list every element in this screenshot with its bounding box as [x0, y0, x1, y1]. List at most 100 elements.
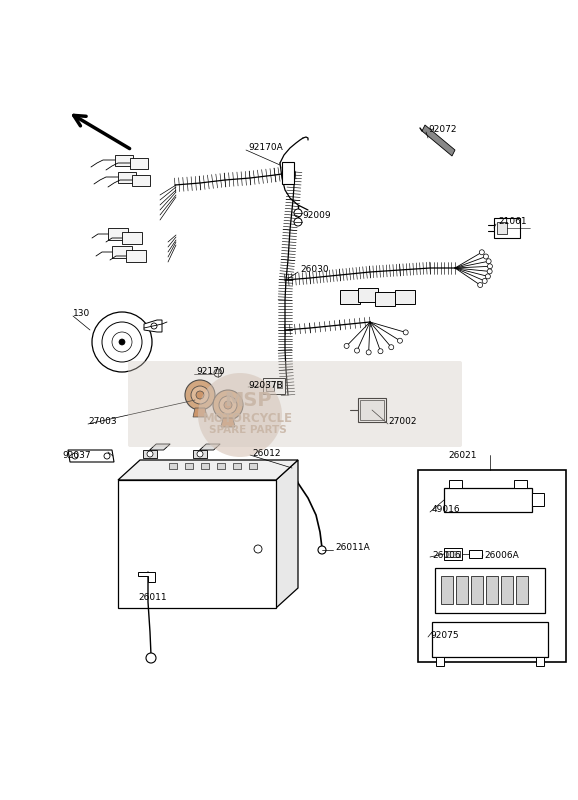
Polygon shape — [185, 463, 193, 469]
Circle shape — [487, 269, 492, 274]
Polygon shape — [221, 418, 235, 427]
Polygon shape — [263, 378, 285, 394]
Text: 92009: 92009 — [302, 210, 331, 219]
Polygon shape — [118, 172, 136, 183]
Polygon shape — [444, 548, 462, 560]
Text: 26012: 26012 — [252, 449, 280, 458]
Text: 92170: 92170 — [196, 367, 225, 377]
Polygon shape — [449, 480, 462, 488]
Circle shape — [197, 451, 203, 457]
Polygon shape — [422, 125, 455, 156]
Polygon shape — [532, 493, 544, 506]
Polygon shape — [444, 488, 532, 512]
Circle shape — [198, 373, 282, 457]
Polygon shape — [436, 657, 444, 666]
Polygon shape — [199, 444, 220, 450]
Polygon shape — [375, 292, 395, 306]
Circle shape — [366, 350, 371, 355]
Text: 27003: 27003 — [88, 418, 117, 426]
Text: MOTORCYCLE: MOTORCYCLE — [203, 411, 293, 425]
Polygon shape — [340, 290, 360, 304]
Polygon shape — [536, 657, 544, 666]
Text: 26006A: 26006A — [484, 550, 518, 559]
Polygon shape — [112, 246, 132, 258]
Polygon shape — [276, 460, 298, 608]
Polygon shape — [266, 381, 274, 391]
Circle shape — [92, 312, 152, 372]
Text: 21061: 21061 — [498, 218, 527, 226]
Polygon shape — [144, 320, 162, 332]
Polygon shape — [441, 576, 453, 604]
Polygon shape — [143, 450, 157, 458]
Polygon shape — [132, 175, 150, 186]
Circle shape — [119, 339, 125, 345]
Circle shape — [146, 653, 156, 663]
Polygon shape — [277, 381, 282, 388]
Text: 130: 130 — [73, 310, 90, 318]
Circle shape — [482, 278, 487, 283]
Polygon shape — [395, 290, 415, 304]
Polygon shape — [469, 550, 482, 558]
Text: 26011: 26011 — [138, 594, 166, 602]
Polygon shape — [282, 162, 294, 184]
Circle shape — [213, 390, 243, 420]
Polygon shape — [150, 444, 170, 450]
Circle shape — [294, 218, 302, 226]
Polygon shape — [138, 572, 155, 582]
Polygon shape — [122, 232, 142, 244]
Circle shape — [214, 369, 222, 377]
Text: 92037B: 92037B — [248, 381, 283, 390]
Polygon shape — [435, 568, 545, 613]
Polygon shape — [358, 288, 378, 302]
Polygon shape — [118, 460, 298, 480]
Circle shape — [389, 345, 394, 350]
Polygon shape — [201, 463, 209, 469]
Circle shape — [72, 453, 78, 459]
Circle shape — [151, 323, 157, 329]
Text: MSP: MSP — [224, 390, 272, 410]
Circle shape — [104, 453, 110, 459]
Circle shape — [486, 274, 490, 279]
Polygon shape — [471, 576, 483, 604]
Polygon shape — [118, 480, 276, 608]
Polygon shape — [446, 551, 460, 557]
Circle shape — [318, 546, 326, 554]
Circle shape — [185, 380, 215, 410]
Polygon shape — [130, 158, 148, 169]
Text: 26006: 26006 — [432, 550, 461, 559]
Polygon shape — [360, 400, 384, 420]
Polygon shape — [169, 463, 177, 469]
Text: 27002: 27002 — [388, 418, 417, 426]
Circle shape — [294, 209, 302, 217]
Circle shape — [254, 545, 262, 553]
Circle shape — [487, 264, 492, 269]
Circle shape — [479, 250, 484, 254]
Text: 92170A: 92170A — [248, 143, 283, 153]
Polygon shape — [217, 463, 225, 469]
Polygon shape — [126, 250, 146, 262]
Circle shape — [224, 401, 232, 409]
Text: 92072: 92072 — [428, 126, 457, 134]
Polygon shape — [494, 218, 520, 238]
Text: 49016: 49016 — [432, 506, 461, 514]
Circle shape — [147, 451, 153, 457]
Polygon shape — [68, 450, 114, 462]
Circle shape — [354, 348, 360, 353]
Polygon shape — [501, 576, 513, 604]
Polygon shape — [193, 450, 207, 458]
FancyBboxPatch shape — [128, 361, 462, 447]
Polygon shape — [432, 622, 548, 657]
Text: 26021: 26021 — [448, 450, 476, 459]
Polygon shape — [486, 576, 498, 604]
Text: 92037: 92037 — [62, 450, 91, 459]
Polygon shape — [193, 408, 207, 417]
Circle shape — [483, 254, 488, 259]
Text: 26011A: 26011A — [335, 543, 370, 553]
Polygon shape — [514, 480, 527, 488]
Circle shape — [344, 343, 349, 349]
Polygon shape — [418, 470, 566, 662]
Circle shape — [378, 349, 383, 354]
Polygon shape — [358, 398, 386, 422]
Polygon shape — [233, 463, 241, 469]
Polygon shape — [516, 576, 528, 604]
